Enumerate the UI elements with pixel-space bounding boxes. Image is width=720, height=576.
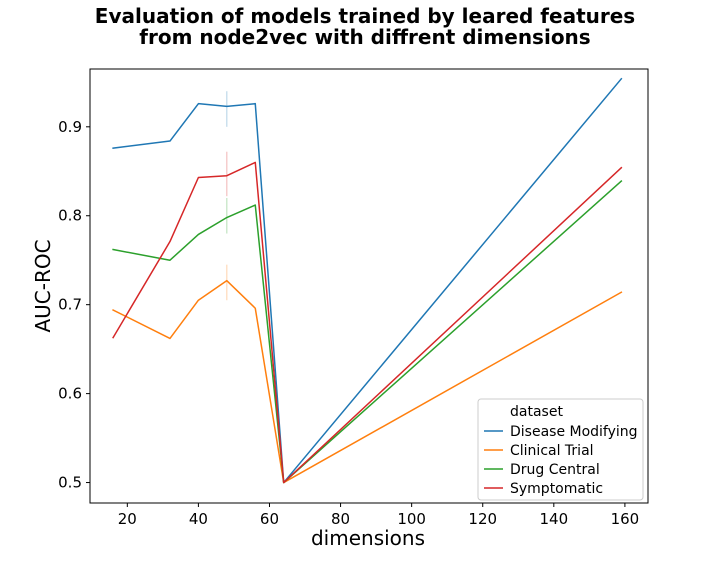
y-tick-label: 0.7 [58, 296, 82, 314]
legend-entry-2: Drug Central [510, 462, 600, 478]
legend: dataset Disease Modifying Clinical Trial D… [477, 398, 644, 501]
x-tick-label: 60 [260, 510, 279, 528]
series-lines [112, 77, 623, 484]
y-tick-label: 0.9 [58, 118, 82, 136]
x-tick-label: 140 [539, 510, 568, 528]
y-tick-label: 0.5 [58, 474, 82, 492]
y-tick-label: 0.6 [58, 385, 82, 403]
chart-title-line-2: from node2vec with diffrent dimensions [139, 25, 591, 49]
legend-entry-0: Disease Modifying [510, 424, 638, 440]
x-axis-label: dimensions [311, 526, 425, 550]
x-axis-ticks: 20 40 60 80 100 120 140 160 [118, 503, 639, 528]
x-tick-label: 120 [468, 510, 497, 528]
y-tick-label: 0.8 [58, 207, 82, 225]
x-tick-label: 160 [611, 510, 640, 528]
legend-entry-3: Symptomatic [510, 481, 603, 497]
y-axis-ticks: 0.5 0.6 0.7 0.8 0.9 [58, 118, 90, 492]
y-axis-label: AUC-ROC [31, 239, 55, 332]
x-tick-label: 80 [331, 510, 350, 528]
series-line-3 [112, 161, 623, 484]
chart-title-line-1: Evaluation of models trained by leared f… [94, 4, 636, 28]
x-tick-label: 40 [189, 510, 208, 528]
legend-box [477, 398, 644, 501]
x-tick-label: 20 [118, 510, 137, 528]
legend-entry-1: Clinical Trial [510, 443, 594, 459]
legend-title: dataset [510, 404, 563, 420]
plot-frame [89, 68, 649, 504]
x-tick-label: 100 [397, 510, 426, 528]
